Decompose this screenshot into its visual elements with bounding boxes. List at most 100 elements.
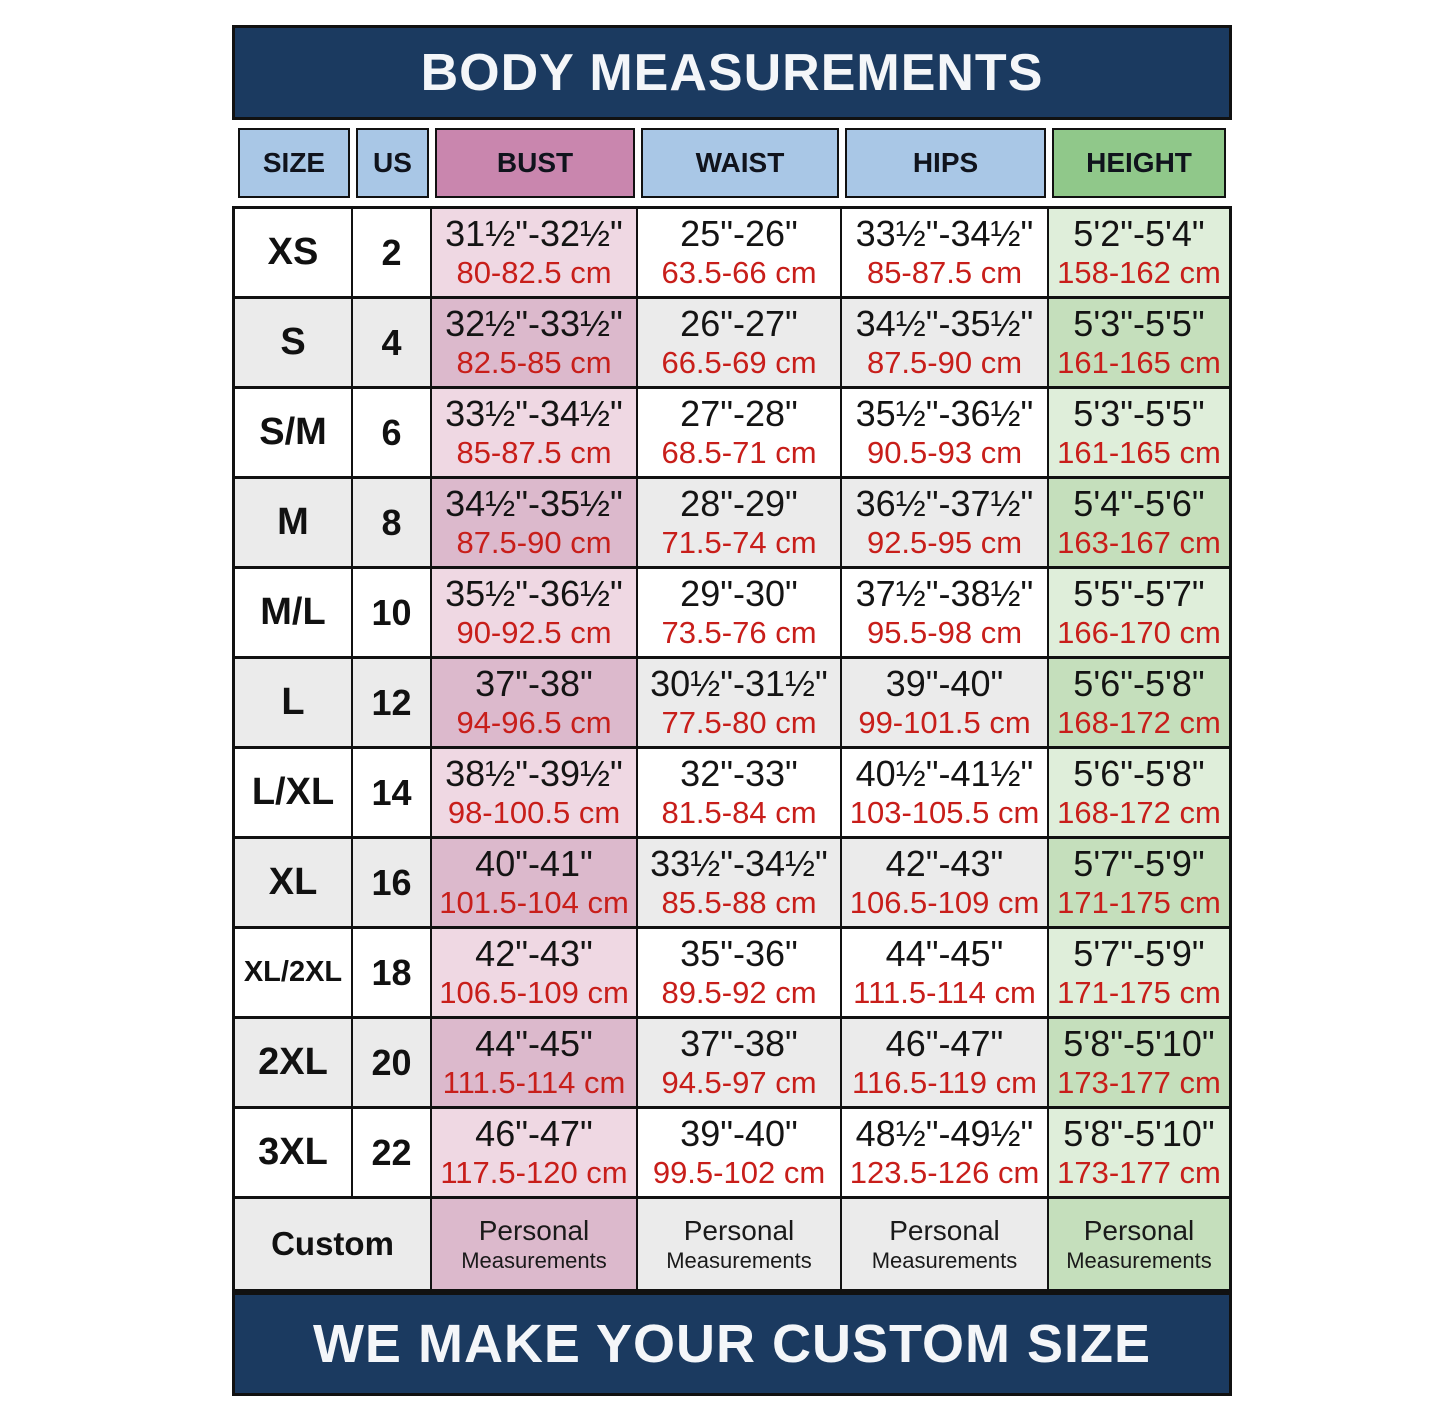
bust-cm: 87.5-90 cm [456, 525, 612, 561]
hips-inches: 34½"-35½" [855, 303, 1034, 345]
cell-size: M [235, 479, 353, 569]
us-value: 22 [371, 1131, 412, 1173]
size-chart: BODY MEASUREMENTS SIZE US BUST WAIST HIP… [232, 25, 1232, 1396]
height-inches: 5'8"-5'10" [1063, 1113, 1215, 1155]
cell-custom-waist: Personal Measurements [638, 1199, 842, 1289]
cell-waist: 26"-27" 66.5-69 cm [638, 299, 842, 389]
cell-bust: 38½"-39½" 98-100.5 cm [432, 749, 638, 839]
bust-inches: 42"-43" [475, 933, 593, 975]
cell-size: XL/2XL [235, 929, 353, 1019]
bust-inches: 37"-38" [475, 663, 593, 705]
hips-cm: 95.5-98 cm [866, 615, 1023, 651]
size-value: 3XL [258, 1130, 328, 1173]
waist-cm: 89.5-92 cm [661, 975, 817, 1011]
column-header-size: SIZE [238, 128, 350, 198]
cell-custom-size: Custom [235, 1199, 432, 1289]
cell-hips: 42"-43" 106.5-109 cm [842, 839, 1049, 929]
height-cm: 163-167 cm [1057, 525, 1221, 561]
cell-hips: 44"-45" 111.5-114 cm [842, 929, 1049, 1019]
bust-inches: 35½"-36½" [445, 573, 623, 615]
bust-cm: 106.5-109 cm [439, 975, 629, 1011]
cell-height: 5'8"-5'10" 173-177 cm [1049, 1019, 1229, 1109]
hips-inches: 44"-45" [885, 933, 1004, 975]
cell-waist: 29"-30" 73.5-76 cm [638, 569, 842, 659]
cell-height: 5'2"-5'4" 158-162 cm [1049, 209, 1229, 299]
bust-inches: 32½"-33½" [445, 303, 623, 345]
size-value: L [281, 680, 305, 723]
hips-inches: 36½"-37½" [855, 483, 1034, 525]
waist-cm: 73.5-76 cm [661, 615, 817, 651]
size-value: XL/2XL [243, 956, 343, 989]
cell-custom-bust: Personal Measurements [432, 1199, 638, 1289]
cell-bust: 33½"-34½" 85-87.5 cm [432, 389, 638, 479]
height-inches: 5'5"-5'7" [1073, 573, 1205, 615]
height-cm: 168-172 cm [1057, 705, 1221, 741]
height-cm: 173-177 cm [1057, 1065, 1221, 1101]
measurements-label: Measurements [1066, 1247, 1212, 1273]
cell-us: 22 [353, 1109, 432, 1199]
bust-inches: 46"-47" [475, 1113, 593, 1155]
us-value: 4 [381, 321, 402, 363]
cell-size: 3XL [235, 1109, 353, 1199]
hips-inches: 48½"-49½" [855, 1113, 1034, 1155]
us-value: 14 [371, 771, 412, 813]
cell-hips: 35½"-36½" 90.5-93 cm [842, 389, 1049, 479]
bust-inches: 31½"-32½" [445, 213, 623, 255]
size-value: XL [268, 860, 318, 903]
us-value: 10 [371, 591, 412, 633]
cell-height: 5'7"-5'9" 171-175 cm [1049, 929, 1229, 1019]
height-inches: 5'2"-5'4" [1073, 213, 1205, 255]
waist-inches: 33½"-34½" [650, 843, 828, 885]
waist-cm: 99.5-102 cm [652, 1155, 826, 1191]
column-header-height: HEIGHT [1052, 128, 1226, 198]
cell-bust: 44"-45" 111.5-114 cm [432, 1019, 638, 1109]
footer-banner: WE MAKE YOUR CUSTOM SIZE [232, 1292, 1232, 1396]
cell-waist: 28"-29" 71.5-74 cm [638, 479, 842, 569]
hips-cm: 106.5-109 cm [849, 885, 1040, 921]
cell-hips: 39"-40" 99-101.5 cm [842, 659, 1049, 749]
us-value: 18 [371, 951, 412, 993]
waist-cm: 94.5-97 cm [661, 1065, 817, 1101]
cell-us: 16 [353, 839, 432, 929]
waist-inches: 29"-30" [680, 573, 798, 615]
waist-inches: 32"-33" [680, 753, 798, 795]
cell-bust: 42"-43" 106.5-109 cm [432, 929, 638, 1019]
waist-cm: 68.5-71 cm [661, 435, 817, 471]
bust-cm: 94-96.5 cm [456, 705, 612, 741]
bust-inches: 33½"-34½" [445, 393, 623, 435]
cell-size: S [235, 299, 353, 389]
cell-hips: 40½"-41½" 103-105.5 cm [842, 749, 1049, 839]
bust-cm: 117.5-120 cm [440, 1155, 628, 1191]
hips-cm: 123.5-126 cm [849, 1155, 1040, 1191]
hips-cm: 87.5-90 cm [866, 345, 1023, 381]
hips-cm: 99-101.5 cm [858, 705, 1031, 741]
column-header-bust: BUST [435, 128, 635, 198]
height-cm: 171-175 cm [1057, 885, 1221, 921]
cell-waist: 32"-33" 81.5-84 cm [638, 749, 842, 839]
hips-cm: 92.5-95 cm [866, 525, 1023, 561]
cell-custom-height: Personal Measurements [1049, 1199, 1229, 1289]
cell-bust: 34½"-35½" 87.5-90 cm [432, 479, 638, 569]
cell-us: 6 [353, 389, 432, 479]
cell-hips: 33½"-34½" 85-87.5 cm [842, 209, 1049, 299]
bust-inches: 34½"-35½" [445, 483, 623, 525]
personal-label: Personal [889, 1215, 1000, 1247]
cell-waist: 35"-36" 89.5-92 cm [638, 929, 842, 1019]
cell-custom-hips: Personal Measurements [842, 1199, 1049, 1289]
cell-waist: 30½"-31½" 77.5-80 cm [638, 659, 842, 749]
height-inches: 5'8"-5'10" [1063, 1023, 1215, 1065]
cell-height: 5'4"-5'6" 163-167 cm [1049, 479, 1229, 569]
hips-cm: 85-87.5 cm [866, 255, 1023, 291]
cell-us: 8 [353, 479, 432, 569]
cell-hips: 36½"-37½" 92.5-95 cm [842, 479, 1049, 569]
height-cm: 173-177 cm [1057, 1155, 1221, 1191]
cell-us: 12 [353, 659, 432, 749]
cell-size: L [235, 659, 353, 749]
waist-inches: 25"-26" [680, 213, 798, 255]
hips-inches: 42"-43" [885, 843, 1004, 885]
column-header-waist: WAIST [641, 128, 839, 198]
height-inches: 5'3"-5'5" [1073, 393, 1205, 435]
us-value: 6 [381, 411, 402, 453]
cell-bust: 31½"-32½" 80-82.5 cm [432, 209, 638, 299]
cell-us: 18 [353, 929, 432, 1019]
